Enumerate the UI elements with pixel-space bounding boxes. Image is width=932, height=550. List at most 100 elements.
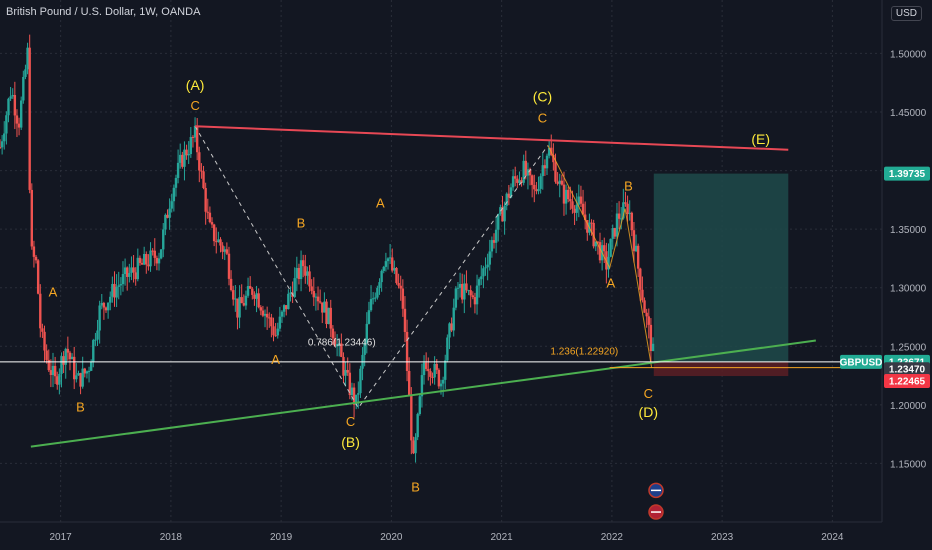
candle-body [556, 181, 559, 184]
candle-body [265, 313, 269, 318]
candle-body [83, 368, 87, 374]
candle-body [344, 369, 347, 376]
candle-body [374, 297, 377, 299]
candle-body [414, 437, 417, 454]
candle-body [530, 175, 534, 185]
candle-body [58, 373, 61, 385]
price-tag [884, 166, 930, 181]
candle-body [225, 249, 229, 254]
candle-body [26, 47, 29, 70]
candle-body [34, 256, 38, 261]
candle-body [393, 267, 396, 271]
candle-body [564, 189, 568, 204]
candle-body [543, 165, 547, 169]
candle-body [346, 369, 349, 373]
candle-body [132, 267, 135, 273]
candle-body [202, 171, 205, 189]
stop-zone [653, 361, 789, 377]
candle-body [624, 202, 627, 204]
wave-solid-line [547, 145, 653, 368]
candle-body [251, 288, 254, 295]
candle-body [210, 222, 214, 225]
candle-body [314, 296, 318, 298]
candle-body [270, 317, 273, 327]
candle-body [592, 222, 595, 247]
x-tick-label: 2018 [160, 532, 183, 543]
candle-body [581, 203, 585, 215]
candle-body [340, 343, 343, 357]
candle-body [128, 273, 131, 277]
candle-body [420, 375, 424, 397]
candle-body [448, 323, 451, 338]
candle-body [193, 125, 197, 138]
candle-body [552, 154, 555, 163]
candle-body [446, 337, 449, 361]
candle-body [488, 251, 491, 265]
candle-body [89, 361, 93, 371]
candle-body [331, 328, 335, 339]
wave-label: A [49, 285, 58, 300]
candle-body [554, 162, 557, 182]
candle-body [395, 267, 398, 283]
candle-body [32, 246, 36, 257]
wave-label: B [76, 399, 85, 414]
x-tick-label: 2022 [601, 532, 624, 543]
candle-body [64, 348, 67, 365]
candle-body [335, 344, 339, 347]
candle-body [289, 292, 292, 294]
candle-body [238, 297, 241, 318]
candle-body [185, 149, 188, 156]
candle-body [60, 356, 63, 374]
candle-body [301, 260, 305, 267]
candle-body [278, 316, 282, 329]
candle-body [363, 342, 366, 355]
candle-body [191, 136, 195, 138]
candle-body [47, 359, 50, 371]
candle-body [475, 285, 479, 305]
candle-body [450, 323, 453, 331]
candle-body [545, 155, 549, 169]
candle-body [9, 96, 12, 99]
candle-body [526, 169, 530, 176]
candle-body [176, 162, 180, 178]
candle-body [162, 229, 165, 250]
candle-body [359, 368, 362, 394]
candle-body [376, 288, 379, 298]
candle-body [85, 371, 89, 374]
candle-body [104, 307, 108, 311]
candle-body [348, 372, 352, 396]
candle-body [75, 375, 78, 380]
candle-body [28, 47, 31, 190]
candle-body [427, 368, 430, 372]
candle-body [145, 253, 148, 265]
candle-body [30, 189, 34, 247]
candle-body [242, 303, 246, 306]
candle-body [149, 250, 152, 267]
candle-body [234, 298, 237, 300]
candle-body [437, 369, 441, 387]
resistance-trendline [195, 125, 789, 151]
candle-body [503, 205, 506, 222]
candle-body [310, 286, 313, 291]
currency-button[interactable]: USD [890, 6, 922, 21]
price-tag-label: 1.23470 [889, 365, 926, 376]
candle-body [541, 165, 544, 177]
candle-body [486, 264, 489, 268]
y-tick-label: 1.20000 [890, 401, 927, 412]
candle-body [39, 293, 42, 329]
candle-body [431, 376, 434, 378]
candle-body [444, 360, 447, 380]
candle-body [3, 133, 6, 142]
candle-body [41, 328, 44, 332]
candle-body [49, 370, 53, 376]
candle-body [547, 147, 551, 156]
candle-body [66, 348, 70, 353]
candle-body [100, 302, 103, 306]
candle-body [338, 343, 341, 345]
candle-body [354, 394, 358, 405]
candle-body [287, 293, 290, 310]
candle-body [24, 69, 27, 77]
candle-body [244, 295, 248, 306]
candle-body [609, 238, 612, 257]
